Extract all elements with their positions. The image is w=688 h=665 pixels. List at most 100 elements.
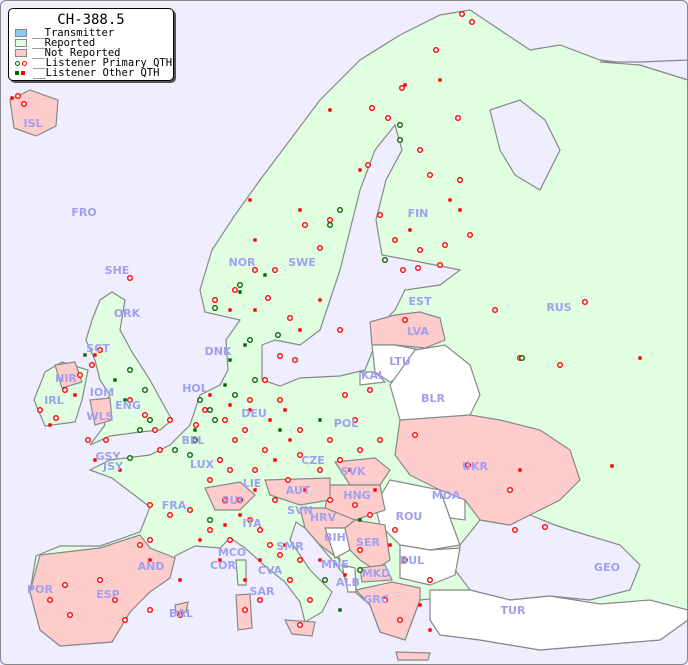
listener-primary-qth-marker — [327, 497, 334, 504]
country-label-bih: BIH — [324, 531, 346, 544]
listener-other-qth-marker — [73, 393, 77, 397]
listener-primary-qth-marker — [459, 10, 466, 17]
ukraine — [394, 414, 581, 526]
listener-other-qth-marker — [263, 273, 267, 277]
listener-primary-qth-marker-reported — [231, 392, 238, 399]
greece — [354, 581, 421, 641]
country-label-ukr: UKR — [462, 460, 488, 473]
listener-other-qth-marker — [273, 458, 277, 462]
listener-primary-qth-marker-reported — [397, 121, 404, 128]
listener-other-qth-marker — [298, 328, 302, 332]
listener-other-qth-marker — [338, 608, 342, 612]
listener-primary-qth-marker — [402, 557, 409, 564]
listener-primary-qth-marker-reported — [126, 367, 133, 374]
listener-other-qth-marker — [298, 208, 302, 212]
country-label-lux: LUX — [190, 458, 215, 471]
listener-other-qth-marker — [48, 423, 52, 427]
listener-primary-qth-marker — [512, 527, 519, 534]
listener-primary-qth-marker — [302, 221, 309, 228]
listener-other-qth-marker — [448, 198, 452, 202]
listener-primary-qth-marker — [287, 315, 294, 322]
listener-primary-qth-marker — [211, 297, 218, 304]
country-label-fin: FIN — [408, 207, 429, 220]
listener-other-qth-marker — [303, 488, 307, 492]
listener-primary-qth-marker — [297, 557, 304, 564]
country-label-jsy: JSY — [102, 460, 124, 473]
listener-primary-qth-marker-reported — [196, 397, 203, 404]
listener-primary-qth-marker-reported — [141, 387, 148, 394]
listener-primary-qth-marker — [492, 307, 499, 314]
country-label-por: POR — [27, 583, 53, 596]
listener-primary-qth-marker-reported — [246, 337, 253, 344]
listener-primary-qth-marker — [287, 577, 294, 584]
white-sea — [489, 99, 561, 191]
listener-primary-qth-marker — [465, 462, 472, 469]
listener-primary-qth-marker — [84, 437, 91, 444]
listener-other-qth-marker — [238, 290, 242, 294]
legend-label: __Reported — [32, 37, 96, 49]
listener-primary-qth-marker — [126, 275, 133, 282]
listener-other-qth-marker — [438, 78, 442, 82]
listener-primary-qth-marker — [357, 547, 364, 554]
listener-primary-qth-marker — [226, 467, 233, 474]
country-label-and: AND — [138, 560, 165, 573]
listener-primary-qth-marker — [297, 452, 304, 459]
listener-primary-qth-marker — [206, 527, 213, 534]
listener-other-qth-marker — [118, 468, 122, 472]
listener-primary-qth-marker — [192, 422, 199, 429]
baltic-sea — [261, 123, 462, 387]
listener-other-qth-marker — [318, 558, 322, 562]
listener-primary-qth-marker — [402, 317, 409, 324]
listener-primary-qth-marker-reported — [337, 206, 344, 213]
listener-primary-qth-marker-reported — [211, 417, 218, 424]
country-label-isl: ISL — [23, 117, 42, 130]
listener-primary-qth-marker — [272, 497, 279, 504]
slovakia — [333, 457, 391, 486]
listener-primary-qth-marker — [257, 527, 264, 534]
listener-primary-qth-marker — [352, 502, 359, 509]
listener-primary-qth-marker-reported — [146, 417, 153, 424]
listener-primary-qth-marker — [433, 47, 440, 54]
listener-other-qth-marker — [93, 458, 97, 462]
listener-other-qth-marker — [208, 393, 212, 397]
land-layer — [9, 9, 688, 661]
listener-primary-qth-marker — [442, 241, 449, 248]
listener-primary-qth-marker — [121, 617, 128, 624]
switzerland — [204, 481, 256, 511]
country-label-ltu: LTU — [389, 355, 411, 368]
country-label-deu: DEU — [241, 407, 267, 420]
listener-primary-qth-marker — [47, 597, 54, 604]
listener-primary-qth-marker-reported — [357, 567, 364, 574]
listener-other-qth-marker — [178, 578, 182, 582]
listener-other-qth-marker — [148, 558, 152, 562]
listener-other-qth-marker — [253, 238, 257, 242]
country-label-rus: RUS — [546, 301, 571, 314]
country-label-bal: BAL — [169, 607, 193, 620]
listener-other-qth-marker — [218, 558, 222, 562]
listener-other-qth-marker — [403, 83, 407, 87]
listener-other-qth-marker — [348, 468, 352, 472]
listener-primary-qth-marker-reported — [236, 282, 243, 289]
listener-primary-qth-marker — [417, 246, 424, 253]
listener-primary-qth-marker — [88, 362, 95, 369]
listener-primary-qth-marker — [412, 432, 419, 439]
country-label-dnk: DNK — [205, 345, 232, 358]
legend-label: __Listener Other QTH — [33, 67, 160, 79]
listener-primary-qth-marker — [317, 244, 324, 251]
listener-primary-qth-marker-reported — [171, 447, 178, 454]
listener-primary-qth-marker — [400, 267, 407, 274]
country-label-wls: WLS — [86, 410, 113, 423]
listener-primary-qth-marker — [277, 552, 284, 559]
listener-other-qth-marker — [358, 168, 362, 172]
legend-label: __Transmitter — [32, 27, 115, 39]
listener-primary-qth-marker — [467, 231, 474, 238]
listener-primary-qth-marker — [427, 577, 434, 584]
country-label-ser: SER — [356, 536, 380, 549]
marker-layer — [10, 10, 642, 632]
listener-primary-qth-marker — [76, 372, 83, 379]
listener-primary-qth-marker — [327, 437, 334, 444]
country-label-ork: ORK — [114, 307, 141, 320]
listener-other-qth-marker — [283, 408, 287, 412]
listener-primary-qth-marker — [272, 267, 279, 274]
listener-primary-qth-marker — [365, 161, 372, 168]
